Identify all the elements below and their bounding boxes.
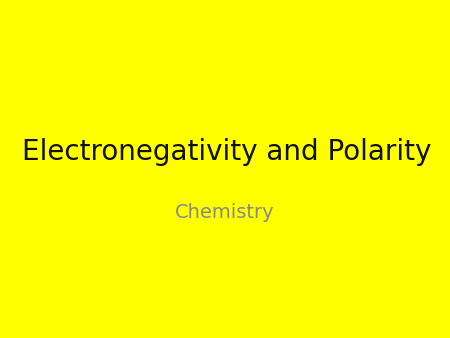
Text: Electronegativity and Polarity: Electronegativity and Polarity — [22, 138, 432, 166]
Text: Chemistry: Chemistry — [175, 203, 275, 222]
